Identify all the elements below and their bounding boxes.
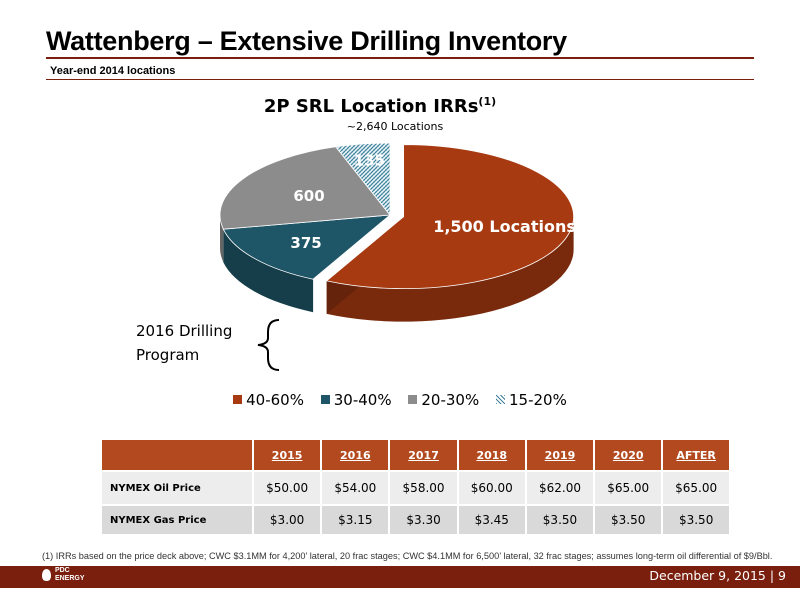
pie-slice-15-20% — [334, 142, 391, 217]
table-cell: $3.00 — [253, 504, 323, 534]
table-cell: $50.00 — [253, 470, 323, 505]
pie-data-label: 135 — [354, 152, 385, 170]
table-cell: $3.15 — [321, 504, 391, 534]
legend-label: 40-60% — [246, 391, 304, 409]
price-deck-table: 2015 2016 2017 2018 2019 2020 AFTER NYME… — [102, 440, 729, 534]
footnote: (1) IRRs based on the price deck above; … — [42, 551, 773, 561]
table-row-label: NYMEX Oil Price — [102, 470, 254, 505]
table-header-cell — [102, 440, 254, 471]
title-divider — [46, 57, 754, 59]
annotation-line-2: Program — [136, 346, 199, 364]
legend-label: 20-30% — [421, 391, 480, 409]
pie-side-40-60% — [326, 216, 574, 322]
flame-icon — [42, 569, 51, 581]
chart-title-text: 2P SRL Location IRRs — [264, 96, 479, 117]
table-header-cell: 2016 — [321, 440, 391, 471]
table-header-row: 2015 2016 2017 2018 2019 2020 AFTER — [102, 440, 729, 471]
chart-title-superscript: (1) — [478, 95, 496, 108]
table-cell: $3.50 — [662, 504, 729, 534]
table-cell: $58.00 — [389, 470, 459, 505]
pie-slice-30-40% — [222, 214, 392, 280]
table-cell: $60.00 — [457, 470, 527, 505]
pie-data-label: 1,500 Locations — [433, 217, 576, 236]
subtitle-divider — [46, 79, 754, 80]
table-cell: $3.30 — [389, 504, 459, 534]
footer-date-page: December 9, 2015 | 9 — [649, 568, 786, 583]
table-header-cell: 2017 — [389, 440, 459, 471]
legend-item-30-40: 30-40% — [320, 391, 392, 409]
legend-swatch — [320, 395, 330, 404]
table-row: NYMEX Gas Price $3.00 $3.15 $3.30 $3.45 … — [102, 504, 729, 534]
pie-side-30-40% — [223, 229, 314, 313]
legend-item-15-20: 15-20% — [496, 391, 567, 409]
table-cell: $3.50 — [594, 504, 664, 534]
chart-subtitle: ~2,640 Locations — [347, 120, 444, 133]
chart-title: 2P SRL Location IRRs(1) — [264, 95, 496, 117]
pie-side-20-30% — [220, 215, 224, 263]
annotation-line-1: 2016 Drilling — [136, 322, 232, 340]
table-row: NYMEX Oil Price $50.00 $54.00 $58.00 $60… — [102, 470, 729, 505]
pdc-logo: PDC ENERGY — [42, 567, 85, 583]
drilling-program-annotation: 2016 Drilling Program — [136, 319, 280, 371]
table-cell: $3.45 — [457, 504, 527, 534]
pie-labels: 1,500 Locations 375 600 135 — [290, 152, 575, 252]
legend-swatch — [408, 395, 418, 404]
table-cell: $62.00 — [525, 470, 596, 505]
legend-label: 15-20% — [509, 391, 567, 409]
chart-legend: 40-60% 30-40% 20-30% 15-20% — [0, 391, 800, 409]
annotation-brace — [257, 319, 280, 371]
pie-data-label: 375 — [290, 234, 321, 252]
table-row-label: NYMEX Gas Price — [102, 504, 254, 534]
logo-text: PDC ENERGY — [54, 567, 85, 582]
pie-chart: 2P SRL Location IRRs(1) ~2,640 Locations… — [136, 95, 575, 371]
table-header-cell: 2018 — [457, 440, 527, 471]
footer-bar: PDC ENERGY December 9, 2015 | 9 — [0, 566, 800, 588]
pie-slice-20-30% — [219, 146, 391, 230]
pie-tops — [219, 142, 575, 290]
table-header-cell: 2020 — [594, 440, 664, 471]
page-title: Wattenberg – Extensive Drilling Inventor… — [46, 26, 567, 56]
legend-item-20-30: 20-30% — [408, 391, 479, 409]
table-cell: $3.50 — [525, 504, 596, 534]
pie-data-label: 600 — [293, 187, 324, 205]
table-cell: $65.00 — [594, 470, 664, 505]
legend-swatch — [233, 395, 243, 404]
table-cell: $54.00 — [321, 470, 391, 505]
table-header-cell: 2019 — [525, 440, 596, 471]
page-subtitle: Year-end 2014 locations — [50, 65, 176, 77]
legend-swatch — [496, 395, 506, 404]
table-header-cell: AFTER — [662, 440, 729, 471]
table-header-cell: 2015 — [253, 440, 323, 471]
pie-slice-40-60% — [325, 144, 575, 290]
legend-label: 30-40% — [333, 391, 392, 409]
legend-item-40-60: 40-60% — [233, 391, 304, 409]
table-cell: $65.00 — [662, 470, 729, 505]
